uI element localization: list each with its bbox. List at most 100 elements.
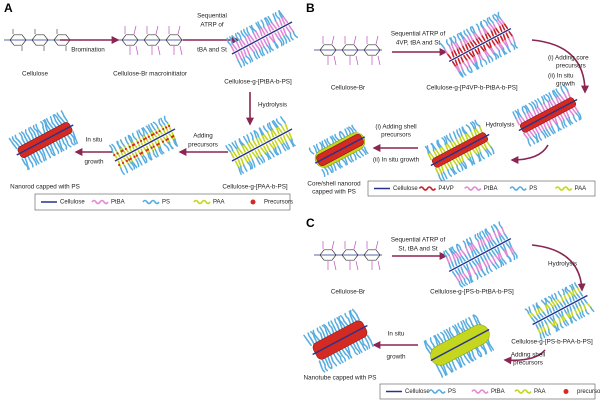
brush-chain (569, 306, 573, 313)
bromo-group (377, 55, 381, 66)
brush-chain (44, 118, 48, 127)
brush-chain (577, 307, 582, 314)
brush-chain (355, 340, 360, 348)
brush-chain (504, 39, 509, 47)
brush-chain (523, 132, 529, 140)
brush-chain (252, 31, 258, 40)
brush-chain (501, 258, 507, 265)
brush-chain (450, 246, 455, 254)
brush-chain (18, 132, 23, 140)
brush-chain (281, 143, 287, 152)
brush-chain (27, 155, 32, 163)
brush-chain (435, 167, 440, 176)
brush-chain (550, 322, 555, 328)
brush-chain (341, 348, 347, 355)
brush-chain (229, 43, 235, 52)
brush-chain (465, 28, 471, 36)
brush-chain (485, 252, 491, 260)
brush-chain (497, 18, 503, 26)
precursor-dot (118, 163, 121, 167)
brush-chain (466, 277, 471, 284)
brush-chain (445, 256, 450, 264)
brush-chain (455, 137, 461, 146)
brush-chain (480, 255, 485, 263)
brush-chain (436, 333, 443, 341)
brush-chain (482, 44, 487, 52)
brush-chain (501, 226, 505, 234)
brush-chain (127, 134, 133, 143)
brush-chain (502, 47, 508, 55)
cellulose-structure (314, 35, 382, 66)
polymer-brush (443, 221, 518, 288)
brush-chain (63, 115, 69, 123)
bromo-group (333, 55, 337, 66)
brush-chain (357, 346, 363, 353)
brush-chain (459, 63, 464, 71)
step-label: Hydrolysis (548, 261, 577, 268)
brush-chain (346, 155, 353, 163)
legend-label: P4VP (438, 186, 453, 192)
brush-chain (475, 265, 480, 273)
brush-chain (509, 247, 514, 255)
legend-label: PtBA (111, 200, 125, 206)
brush-chain (255, 136, 260, 146)
brush-chain (324, 357, 329, 365)
polymer-brush (439, 11, 518, 78)
brush-chain (243, 49, 248, 58)
brush-chain (566, 307, 570, 315)
brush-chain (279, 29, 285, 38)
precursor-dot (143, 138, 146, 141)
brush-chain (338, 349, 344, 357)
brush-chain (248, 25, 254, 34)
brush-chain (8, 137, 14, 145)
brush-chain (494, 261, 500, 269)
brush-chain (463, 152, 470, 160)
precursor-dot (132, 143, 136, 146)
brush-chain (554, 325, 558, 332)
brush-chain (435, 363, 441, 372)
brush-chain (228, 143, 234, 152)
brush-chain (568, 116, 574, 125)
brush-chain (517, 108, 522, 117)
brush-chain (246, 47, 251, 56)
brush-chain (540, 123, 545, 132)
caption: Cellulose-g-[PS-b-PtBA-b-PS] (430, 289, 514, 296)
brush-chain (488, 41, 493, 49)
brush-chain (453, 252, 459, 259)
brush-chain (523, 112, 529, 121)
legend-label: PAA (534, 389, 546, 395)
brush-chain (450, 43, 455, 51)
brush-chain (147, 124, 153, 132)
brush-chain (471, 148, 478, 156)
brush-chain (457, 155, 463, 164)
brush-chain (443, 367, 448, 376)
brush-chain (544, 298, 547, 305)
brush-chain (540, 104, 546, 112)
glucose-ring (341, 249, 359, 261)
brush-chain (448, 261, 452, 270)
brush-chain (451, 253, 456, 261)
brush-chain (361, 344, 367, 352)
brush-chain (548, 127, 555, 135)
brush-chain (531, 101, 537, 109)
brush-chain (340, 321, 346, 328)
brush-chain (315, 143, 321, 152)
brush-chain (429, 337, 434, 346)
brush-chain (515, 117, 520, 126)
brush-chain (538, 322, 542, 329)
brush-chain (152, 150, 158, 158)
brush-chain (344, 312, 350, 320)
precursor-dot (113, 154, 116, 157)
brush-chain (558, 317, 562, 325)
brush-chain (248, 33, 255, 42)
brush-chain (562, 315, 567, 322)
brush-chain (528, 110, 535, 118)
legend: Cellulose PS PtBA PAA precursors (379, 383, 600, 400)
brush-chain (463, 54, 469, 62)
polymer-brush (512, 84, 582, 147)
step-label: 4VP, tBA and St (396, 40, 441, 47)
brush-chain (549, 316, 555, 323)
bromo-group (355, 260, 359, 271)
brush-chain (467, 244, 473, 252)
brush-chain (481, 237, 486, 245)
